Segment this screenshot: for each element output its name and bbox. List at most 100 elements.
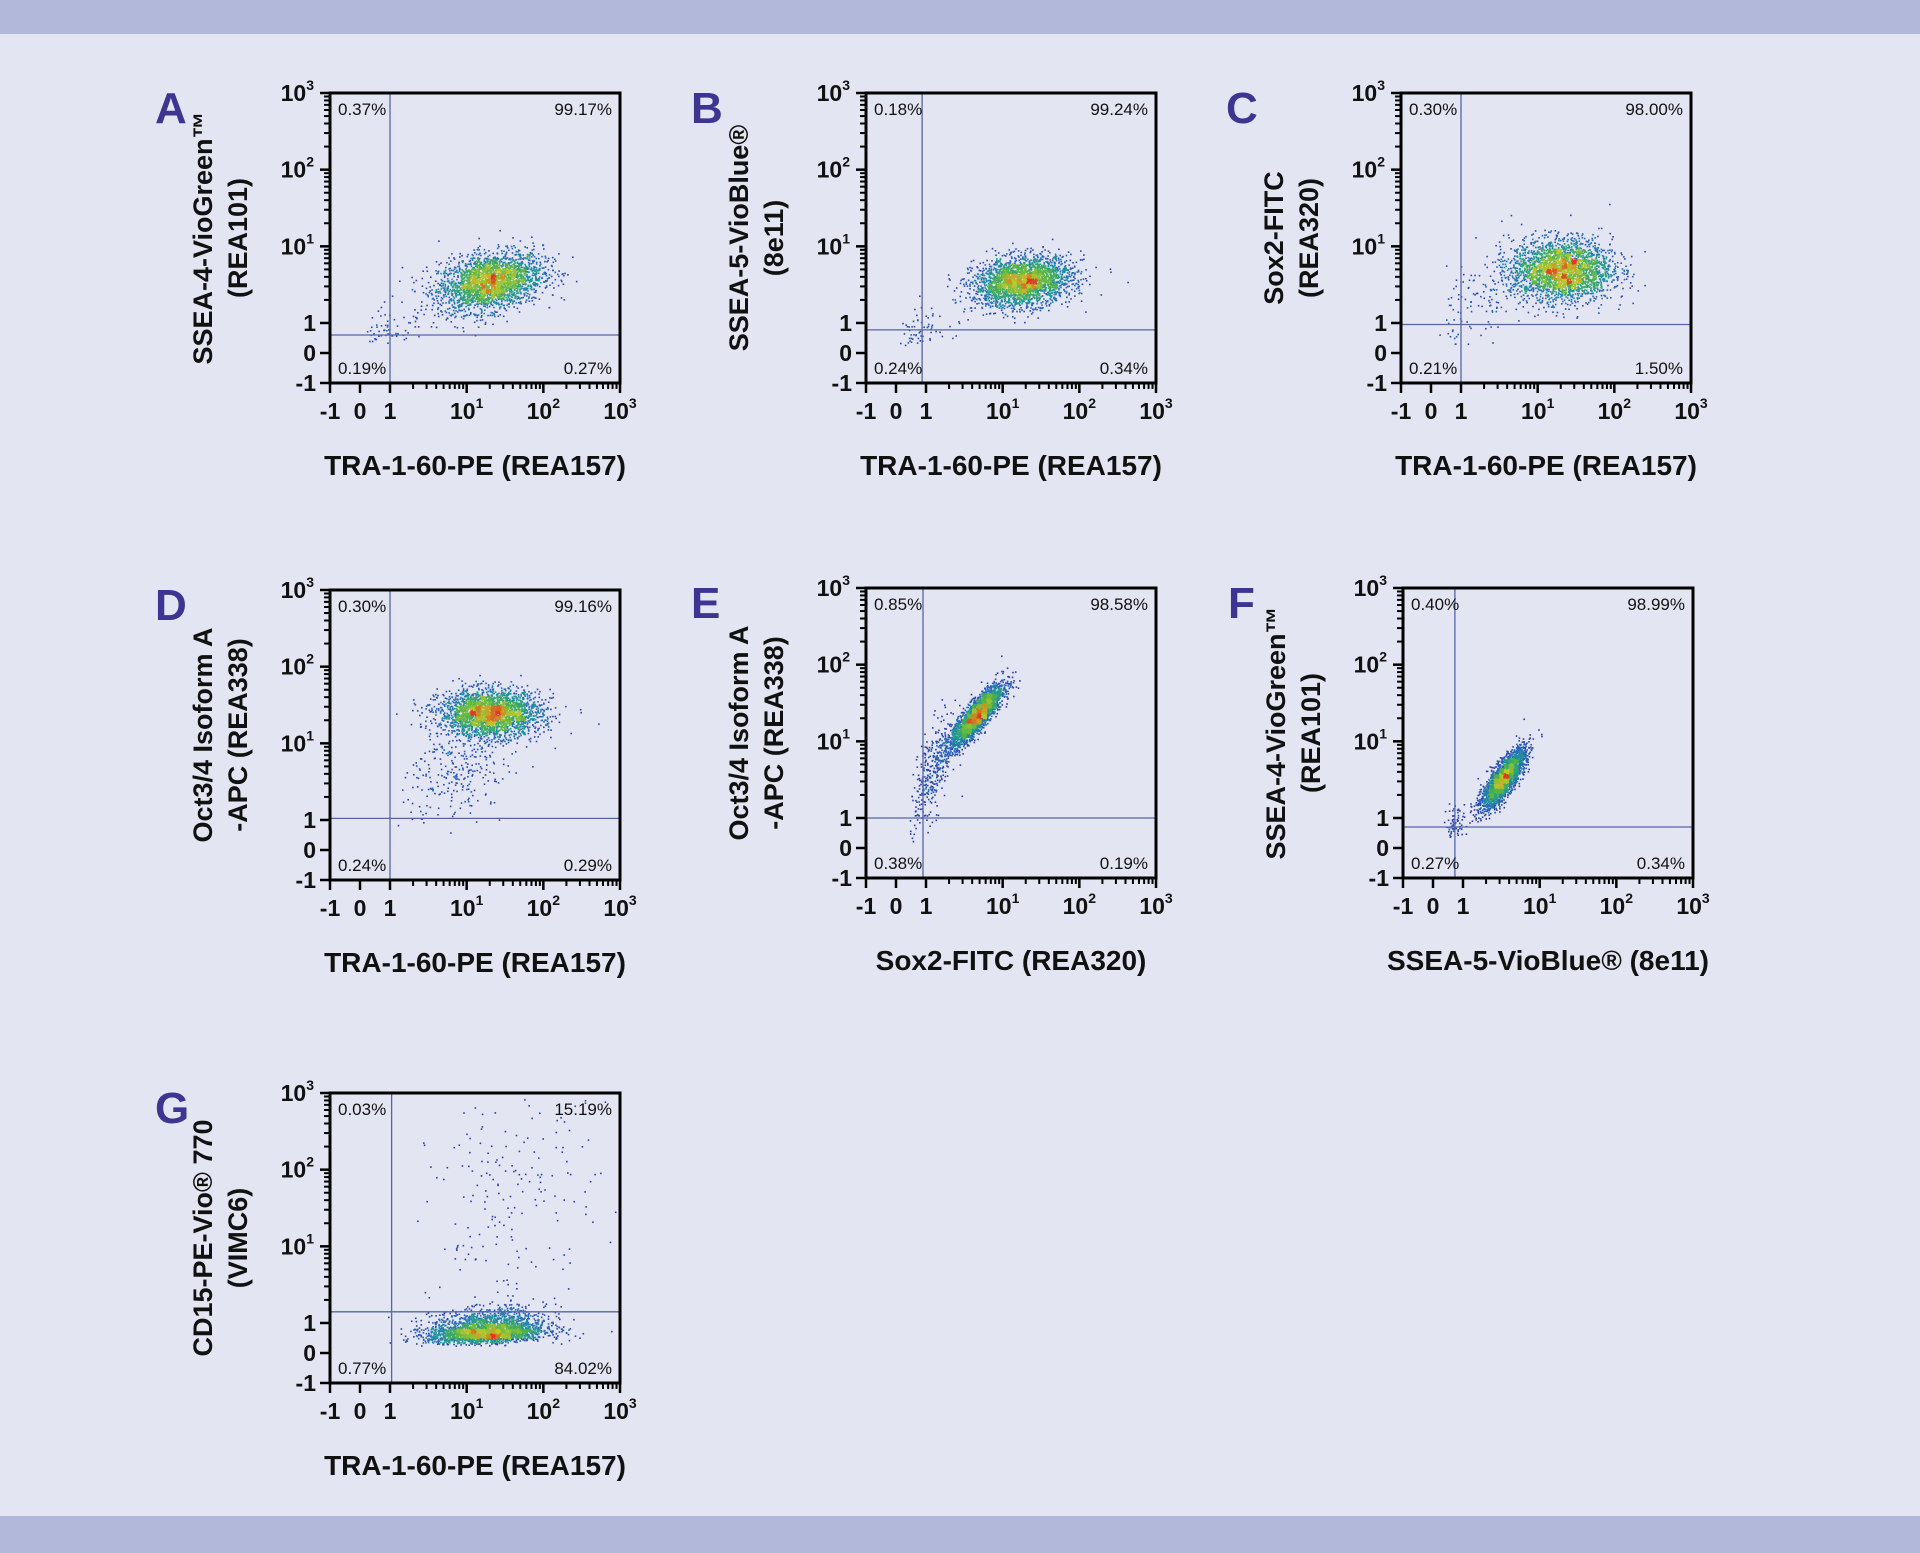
event-dot bbox=[1047, 265, 1050, 267]
event-dot bbox=[497, 283, 499, 286]
event-dot bbox=[514, 283, 517, 286]
event-dot bbox=[1100, 294, 1103, 296]
event-dot bbox=[1027, 300, 1030, 302]
event-dot bbox=[533, 245, 535, 247]
event-dot bbox=[513, 271, 515, 274]
event-dot bbox=[1047, 255, 1049, 257]
event-dot bbox=[472, 277, 474, 279]
event-dot bbox=[434, 280, 437, 282]
event-dot bbox=[1026, 288, 1028, 290]
event-dot bbox=[1038, 287, 1041, 290]
event-dot bbox=[999, 297, 1002, 299]
event-dot bbox=[441, 314, 444, 316]
event-dot bbox=[463, 296, 466, 299]
event-dot bbox=[1047, 283, 1049, 286]
event-dot bbox=[526, 295, 528, 297]
event-dot bbox=[1020, 265, 1023, 268]
event-dot bbox=[489, 314, 492, 317]
event-dot bbox=[1018, 308, 1021, 311]
event-dot bbox=[960, 291, 963, 293]
event-dot bbox=[472, 278, 474, 280]
event-dot bbox=[988, 304, 990, 306]
event-dot bbox=[494, 293, 496, 295]
event-dot bbox=[448, 296, 451, 299]
event-dot bbox=[1052, 273, 1055, 275]
event-dot bbox=[492, 252, 494, 255]
event-dot bbox=[508, 269, 510, 271]
event-dot bbox=[1080, 292, 1083, 295]
event-dot bbox=[522, 258, 525, 261]
event-dot bbox=[1023, 296, 1025, 298]
event-dot bbox=[561, 273, 564, 276]
event-dot bbox=[1074, 272, 1076, 275]
event-dot bbox=[527, 278, 529, 281]
event-dot bbox=[546, 260, 548, 263]
event-dot bbox=[426, 304, 428, 307]
event-dot bbox=[462, 298, 465, 300]
event-dot bbox=[446, 288, 448, 290]
event-dot bbox=[458, 289, 461, 292]
event-dot bbox=[1047, 274, 1049, 277]
event-dot bbox=[502, 276, 504, 278]
event-dot bbox=[496, 257, 499, 260]
event-dot bbox=[477, 268, 479, 270]
event-dot bbox=[1068, 264, 1070, 266]
event-dot bbox=[499, 278, 502, 280]
event-dot bbox=[444, 287, 446, 289]
event-dot bbox=[468, 269, 470, 271]
event-dot bbox=[442, 287, 445, 289]
event-dot bbox=[474, 285, 476, 287]
event-dot bbox=[1051, 299, 1053, 302]
event-dot bbox=[472, 271, 475, 274]
event-dot bbox=[1008, 297, 1010, 300]
event-dot bbox=[489, 282, 491, 284]
event-dot bbox=[1012, 310, 1014, 312]
event-dot bbox=[459, 282, 462, 284]
event-dot bbox=[472, 274, 474, 277]
event-dot bbox=[1024, 281, 1027, 283]
event-dot bbox=[977, 278, 979, 280]
event-dot bbox=[441, 298, 444, 300]
event-dot bbox=[1014, 301, 1017, 304]
event-dot bbox=[438, 263, 440, 266]
event-dot bbox=[990, 297, 992, 300]
event-dot bbox=[1048, 262, 1051, 265]
event-dot bbox=[484, 323, 487, 325]
event-dot bbox=[455, 315, 457, 318]
event-dot bbox=[505, 277, 508, 279]
event-dot bbox=[1014, 294, 1017, 296]
event-dot bbox=[495, 268, 498, 270]
event-dot bbox=[476, 296, 478, 299]
event-dot bbox=[472, 268, 474, 270]
event-dot bbox=[423, 313, 425, 316]
event-dot bbox=[1027, 258, 1029, 261]
event-dot bbox=[468, 260, 471, 263]
event-dot bbox=[453, 299, 455, 302]
event-dot bbox=[466, 295, 468, 298]
event-dot bbox=[518, 311, 521, 313]
event-dot bbox=[535, 289, 537, 292]
event-dot bbox=[482, 289, 484, 292]
event-dot bbox=[1053, 286, 1056, 289]
event-dot bbox=[1037, 283, 1039, 286]
event-dot bbox=[976, 298, 978, 301]
event-dot bbox=[455, 282, 457, 285]
event-dot bbox=[473, 321, 476, 324]
event-dot bbox=[1020, 293, 1022, 296]
event-dot bbox=[1053, 263, 1056, 265]
event-dot bbox=[991, 287, 994, 289]
event-dot bbox=[466, 301, 469, 303]
event-dot bbox=[483, 274, 485, 277]
event-dot bbox=[463, 308, 465, 311]
event-dot bbox=[461, 274, 463, 276]
event-dot bbox=[501, 277, 503, 280]
quadrant-lower-right-percent: 0.27% bbox=[564, 359, 612, 378]
event-dot bbox=[1027, 286, 1029, 289]
event-dot bbox=[501, 270, 504, 273]
event-dot bbox=[529, 284, 532, 286]
event-dot bbox=[483, 263, 486, 265]
event-dot bbox=[526, 268, 529, 270]
event-dot bbox=[1029, 299, 1032, 301]
event-dot bbox=[987, 282, 990, 285]
event-dot bbox=[1033, 274, 1036, 277]
